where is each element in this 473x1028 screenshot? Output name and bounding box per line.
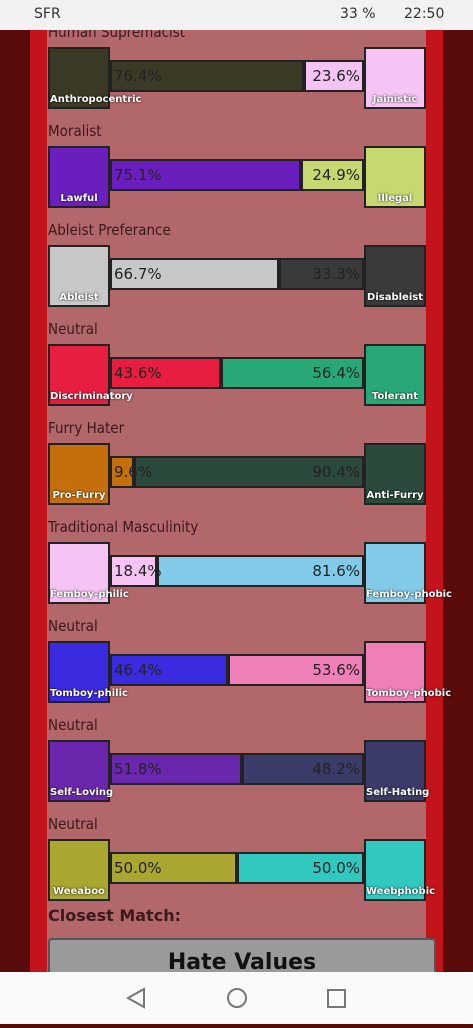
time: 22:50 [404,6,445,22]
axis-title: Traditional Masculinity [48,518,199,536]
icon: Femboy-phobic [364,542,452,604]
bar-left [110,60,305,92]
icon: Jainistic [364,47,426,109]
icon: Anti-Furry [364,443,426,505]
icon-label: Lawful [60,193,98,204]
pct-left: 50.0% [114,859,162,877]
icon-label: Pro-Furry [52,490,106,501]
icon: Femboy-philic [48,542,129,604]
pct-right: 24.9% [312,166,360,184]
axis-title: Neutral [48,617,98,635]
pct-right: 90.4% [312,463,360,481]
icon-label: Self-Loving [50,787,114,798]
pct-right: 23.6% [312,67,360,85]
icon-label: Anthropocentric [50,94,142,105]
pct-left: 9.6% [114,463,153,481]
bar-left [110,357,221,389]
bar-right [134,456,364,488]
icon-label: Disableist [367,292,423,303]
icon: Tolerant [364,344,426,406]
bar-left [110,753,242,785]
icon: Ableist [48,245,110,307]
icon-label: Tomboy-phobic [366,688,452,699]
bar-left [110,852,237,884]
axis-title: Neutral [48,716,98,734]
bar-left [110,456,135,488]
pct-right: 33.3% [312,265,360,283]
icon-label: Illegal [377,193,413,204]
nav-icons [125,987,346,1009]
icon: Disableist [364,245,426,307]
pct-right: 50.0% [312,859,360,877]
bar-right [220,357,364,389]
pct-right: 81.6% [312,562,360,580]
icon: Self-Hating [364,740,430,802]
icon-label: Tomboy-philic [50,688,128,699]
bar-left [110,258,280,290]
icon-label: Tolerant [371,391,419,402]
bar-right [156,555,364,587]
icon: Weeaboo [48,839,110,901]
icon-label: Femboy-philic [50,589,129,600]
icon-label: Anti-Furry [366,490,424,501]
axis-title: Moralist [48,122,102,140]
nav-bar [0,972,473,1024]
axis-title: Furry Hater [48,419,125,437]
icon: Anthropocentric [48,47,142,109]
icon: Self-Loving [48,740,114,802]
pct-left: 75.1% [114,166,162,184]
axis-title: Neutral [48,320,98,338]
pct-left: 18.4% [114,562,162,580]
icon-label: Weeaboo [53,886,105,897]
icon: Lawful [48,146,110,208]
icon-label: Weebphobic [366,886,436,897]
icon-label: Self-Hating [366,787,430,798]
bar-left [110,555,157,587]
pct-left: 43.6% [114,364,162,382]
icon: Illegal [364,146,426,208]
pct-left: 66.7% [114,265,162,283]
status-bar: SFR 33 % 22:50 [0,0,473,30]
bar-left [110,159,301,191]
bar-right [241,753,364,785]
bar-left [110,654,228,686]
pct-right: 48.2% [312,760,360,778]
icon-label: Femboy-phobic [366,589,452,600]
icon: Discriminatory [48,344,133,406]
carrier: SFR [34,6,61,22]
icon: Tomboy-philic [48,641,128,703]
pct-right: 56.4% [312,364,360,382]
recents-button[interactable] [327,989,346,1008]
icon: Pro-Furry [48,443,110,505]
bar-right [304,60,364,92]
back-button[interactable] [125,987,145,1009]
axis-title: Neutral [48,815,98,833]
icon: Tomboy-phobic [364,641,452,703]
bar-right [227,654,364,686]
icon: Weebphobic [364,839,436,901]
pct-left: 76.4% [114,67,162,85]
home-button[interactable] [227,988,247,1008]
closest-heading: Closest Match: [48,906,181,925]
battery: 33 % [340,6,376,22]
bar-right [300,159,364,191]
pct-left: 51.8% [114,760,162,778]
axis-title: Ableist Preferance [48,221,171,239]
icon-label: Discriminatory [50,391,133,402]
bar-right [237,852,364,884]
icon-label: Jainistic [372,94,418,105]
pct-left: 46.4% [114,661,162,679]
pct-right: 53.6% [312,661,360,679]
icon-label: Ableist [59,292,99,303]
bar-right [279,258,364,290]
